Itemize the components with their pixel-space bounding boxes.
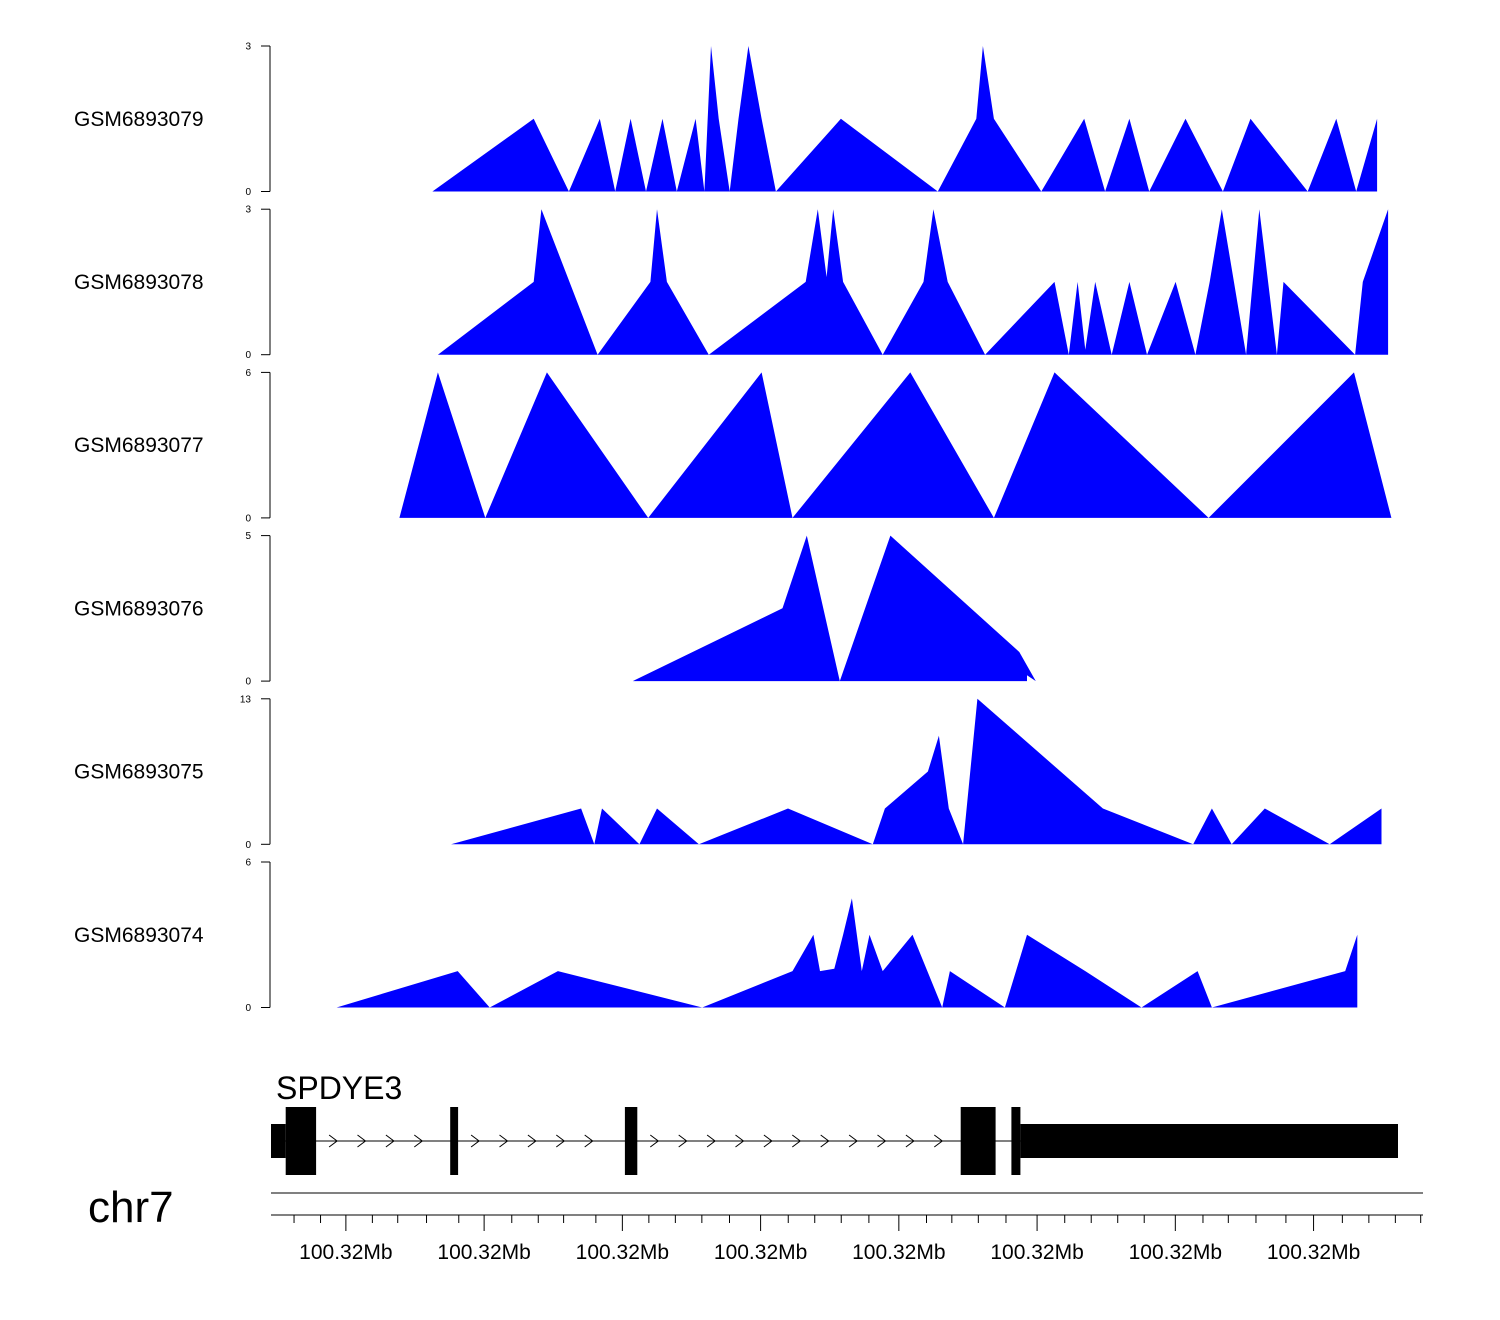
y-tick-label: 0 [245, 187, 251, 198]
y-tick-label: 3 [245, 205, 251, 216]
y-tick-label: 3 [245, 42, 251, 53]
strand-chevron [848, 1134, 858, 1148]
strand-chevron [584, 1134, 594, 1148]
strand-chevron [905, 1134, 915, 1148]
exon-block [960, 1107, 996, 1175]
x-tick-label: 100.32Mb [714, 1241, 807, 1264]
x-tick-label: 100.32Mb [1129, 1241, 1222, 1264]
strand-chevron [555, 1134, 566, 1148]
exon-block [624, 1107, 638, 1175]
track-label: GSM6893074 [74, 924, 204, 947]
y-tick-label: 6 [245, 368, 251, 379]
strand-chevron [357, 1134, 367, 1148]
strand-chevron [678, 1134, 688, 1148]
y-tick-label: 0 [245, 840, 251, 851]
y-tick-label: 0 [245, 1003, 251, 1014]
x-tick-label: 100.32Mb [990, 1241, 1083, 1264]
track-GSM6893078: 3 0 GSM6893078 [74, 205, 1389, 361]
coverage-tracks: 3 0 GSM6893079 3 0 GSM6893078 6 0 GSM6893077 5 0 GS… [74, 42, 1392, 1014]
coverage-area [336, 898, 1358, 1008]
chromosome-label: chr7 [88, 1183, 174, 1232]
y-tick-label: 0 [245, 677, 251, 688]
track-label: GSM6893075 [74, 761, 204, 784]
strand-chevron [499, 1134, 509, 1148]
strand-chevron [413, 1134, 424, 1148]
track-GSM6893074: 6 0 GSM6893074 [74, 858, 1358, 1014]
x-tick-label: 100.32Mb [437, 1241, 530, 1264]
y-tick-label: 0 [245, 350, 251, 361]
strand-chevron [649, 1134, 660, 1148]
utr-block [1020, 1124, 1398, 1158]
strand-chevron [735, 1134, 745, 1148]
track-label: GSM6893079 [74, 108, 204, 131]
gene-label: SPDYE3 [276, 1070, 402, 1106]
track-GSM6893075: 13 0 GSM6893075 [74, 694, 1382, 851]
strand-chevron [791, 1134, 802, 1148]
genome-axis: 100.32Mb 100.32Mb 100.32Mb 100.32Mb 100.32Mb… [88, 1183, 1423, 1264]
strand-chevron [933, 1134, 944, 1148]
track-label: GSM6893077 [74, 434, 204, 457]
strand-chevron [385, 1134, 395, 1148]
strand-chevron [328, 1134, 338, 1148]
x-tick-label: 100.32Mb [576, 1241, 669, 1264]
y-tick-label: 5 [245, 531, 251, 542]
y-tick-label: 13 [240, 694, 252, 705]
coverage-area [632, 535, 1036, 682]
strand-chevron [877, 1134, 887, 1148]
gene-track: SPDYE3 [271, 1070, 1398, 1175]
utr-block [271, 1124, 286, 1158]
coverage-area [451, 698, 1382, 845]
strand-chevron [527, 1134, 537, 1148]
strand-chevron [470, 1134, 480, 1148]
coverage-area [432, 46, 1378, 192]
exon-block [285, 1107, 317, 1175]
strand-chevron [820, 1134, 830, 1148]
coverage-area [399, 372, 1392, 518]
track-GSM6893077: 6 0 GSM6893077 [74, 368, 1392, 524]
y-tick-label: 0 [245, 513, 251, 524]
y-tick-label: 6 [245, 858, 251, 869]
x-tick-label: 100.32Mb [852, 1241, 945, 1264]
track-GSM6893079: 3 0 GSM6893079 [74, 42, 1378, 198]
x-tick-label: 100.32Mb [1267, 1241, 1360, 1264]
coverage-area [437, 209, 1389, 355]
track-label: GSM6893078 [74, 271, 204, 294]
track-GSM6893076: 5 0 GSM6893076 [74, 531, 1036, 688]
track-label: GSM6893076 [74, 597, 204, 620]
x-tick-label: 100.32Mb [299, 1241, 392, 1264]
strand-chevron [763, 1134, 773, 1148]
strand-chevron [706, 1134, 716, 1148]
exon-block [450, 1107, 459, 1175]
exon-block [1011, 1107, 1021, 1175]
